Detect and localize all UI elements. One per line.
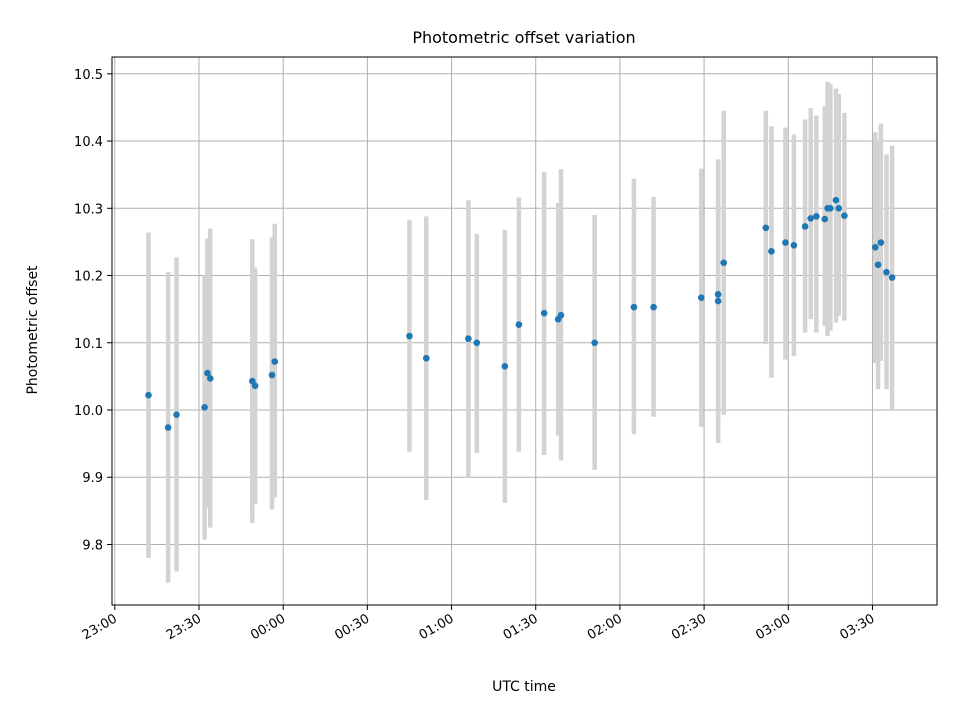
data-point	[173, 411, 180, 419]
data-point	[540, 309, 548, 317]
y-axis-label: Photometric offset	[25, 265, 41, 395]
data-point	[630, 303, 638, 311]
data-point	[871, 243, 879, 251]
data-point	[515, 321, 523, 328]
chart-title: Photometric offset variation	[412, 28, 635, 47]
x-axis-label: UTC time	[492, 679, 556, 695]
y-tick-label: 9.8	[82, 538, 103, 553]
data-point	[271, 358, 279, 365]
y-tick-label: 10.5	[74, 68, 103, 83]
data-point	[697, 294, 705, 302]
data-point	[406, 332, 413, 340]
y-tick-label: 10.3	[74, 202, 103, 217]
data-point	[473, 339, 481, 347]
data-point	[591, 339, 598, 347]
data-point	[145, 391, 152, 399]
data-point	[813, 213, 820, 220]
data-point	[888, 274, 896, 281]
data-point	[268, 371, 276, 379]
data-point	[204, 369, 211, 377]
grid-lines	[112, 57, 937, 605]
data-point	[821, 215, 829, 223]
data-point	[201, 404, 208, 411]
data-point	[874, 261, 882, 269]
plot-area-frame	[111, 56, 938, 606]
y-tick-label: 10.1	[74, 337, 103, 352]
data-point	[714, 297, 722, 305]
y-axis-ticks: 9.8 9.9 10.0 10.1 10.2 10.3 10.4 10.5	[74, 68, 112, 553]
data-point	[832, 196, 840, 204]
data-point	[714, 291, 722, 298]
y-tick-label: 9.9	[82, 471, 103, 486]
y-tick-label: 10.2	[74, 270, 103, 285]
data-point	[768, 248, 775, 255]
y-tick-label: 10.0	[74, 404, 103, 419]
data-point	[422, 354, 430, 362]
data-point	[164, 424, 172, 431]
data-point	[720, 259, 728, 267]
data-point	[762, 224, 770, 232]
data-point	[557, 311, 565, 319]
data-point	[650, 303, 657, 311]
data-point	[841, 212, 848, 219]
data-point	[501, 363, 509, 370]
data-point	[835, 204, 843, 212]
data-point	[801, 223, 809, 230]
data-point	[827, 204, 834, 212]
data-point	[877, 239, 885, 246]
data-point	[465, 335, 472, 343]
y-tick-label: 10.4	[74, 135, 103, 150]
data-point	[790, 241, 798, 249]
data-point	[807, 215, 815, 222]
data-points	[145, 196, 896, 431]
data-point	[206, 375, 214, 382]
data-point	[782, 239, 789, 246]
data-point	[251, 382, 259, 390]
data-point	[883, 268, 890, 276]
